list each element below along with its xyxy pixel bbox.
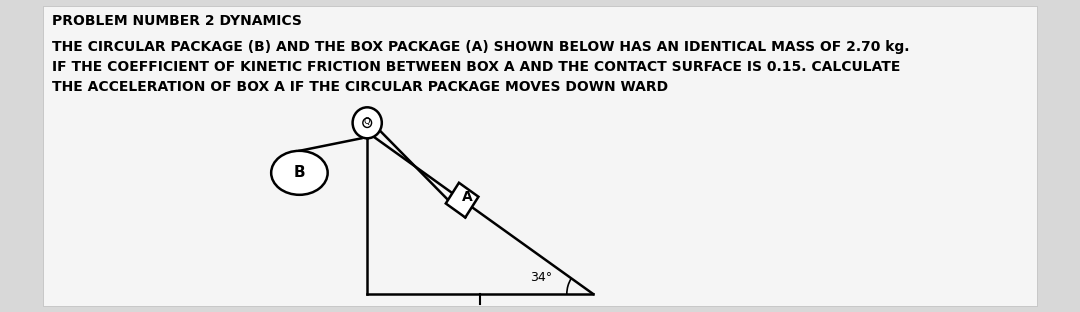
Text: THE CIRCULAR PACKAGE (B) AND THE BOX PACKAGE (A) SHOWN BELOW HAS AN IDENTICAL MA: THE CIRCULAR PACKAGE (B) AND THE BOX PAC…: [52, 40, 909, 94]
Text: Q: Q: [364, 117, 370, 126]
Text: PROBLEM NUMBER 2 DYNAMICS: PROBLEM NUMBER 2 DYNAMICS: [52, 14, 301, 28]
Polygon shape: [446, 183, 478, 217]
Text: 34°: 34°: [530, 271, 553, 284]
Text: B: B: [294, 165, 306, 180]
Circle shape: [363, 118, 372, 128]
Ellipse shape: [271, 151, 327, 195]
Text: A: A: [461, 190, 472, 204]
Circle shape: [352, 107, 382, 138]
